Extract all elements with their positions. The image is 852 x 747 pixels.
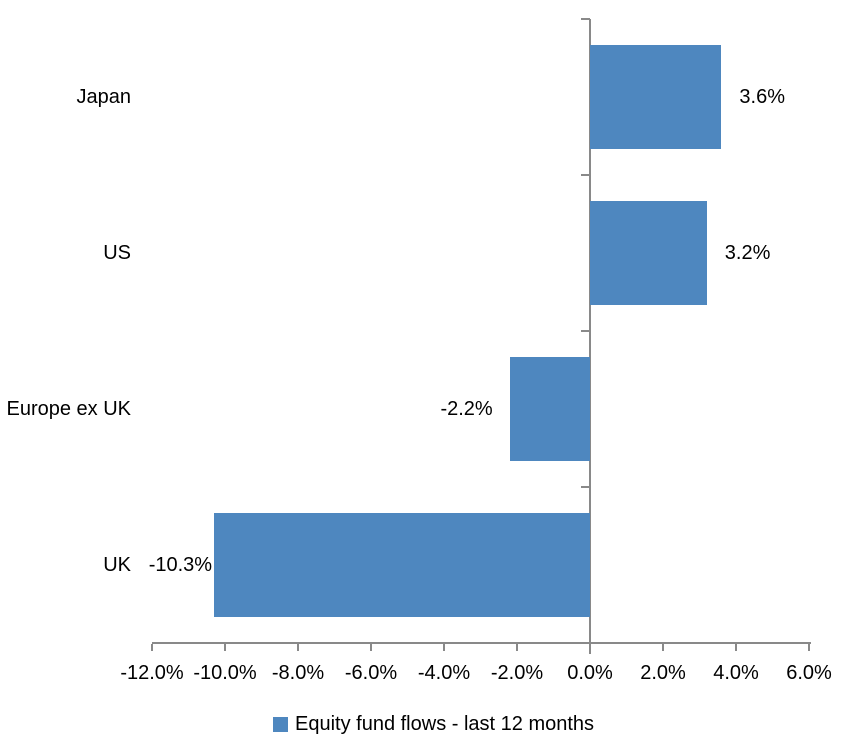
x-axis-tick-label: -4.0% [417,662,471,684]
bar [509,357,590,461]
bar-value-label: 3.2% [724,242,771,264]
x-axis-tick-label: 0.0% [567,662,613,684]
bar-value-label: -2.2% [440,398,493,420]
bar [590,45,722,149]
x-axis-tick [297,644,299,651]
x-axis-tick [662,644,664,651]
category-label: Japan [76,86,132,108]
bar-value-label: 3.6% [739,86,785,108]
x-axis-tick-label: -10.0% [193,662,257,684]
y-axis-tick [581,486,590,488]
y-axis-tick [581,174,590,176]
x-axis-tick [224,644,226,651]
x-axis-tick-label: 6.0% [786,662,832,684]
legend: Equity fund flows - last 12 months [273,711,594,737]
category-label: US [103,242,131,264]
legend-label: Equity fund flows - last 12 months [295,713,595,735]
x-axis-tick [589,644,591,651]
x-axis-tick-label: -6.0% [344,662,398,684]
x-axis-tick [443,644,445,651]
bar-value-label: -10.3% [148,554,213,576]
bar [590,201,707,305]
x-axis-tick-label: 2.0% [640,662,686,684]
x-axis-tick [808,644,810,651]
bar [214,513,590,617]
x-axis-line [152,642,811,644]
x-axis-tick [735,644,737,651]
x-axis-tick-label: -12.0% [120,662,184,684]
x-axis-tick [151,644,153,651]
y-axis-tick [581,642,590,644]
y-axis-tick [581,18,590,20]
x-axis-tick [370,644,372,651]
y-axis-line [589,19,591,654]
x-axis-tick-label: -8.0% [271,662,325,684]
legend-swatch-icon [273,716,288,732]
category-label: UK [103,554,131,576]
x-axis-tick-label: 4.0% [713,662,759,684]
x-axis-tick [516,644,518,651]
category-label: Europe ex UK [6,398,131,420]
y-axis-tick [581,330,590,332]
x-axis-tick-label: -2.0% [490,662,544,684]
